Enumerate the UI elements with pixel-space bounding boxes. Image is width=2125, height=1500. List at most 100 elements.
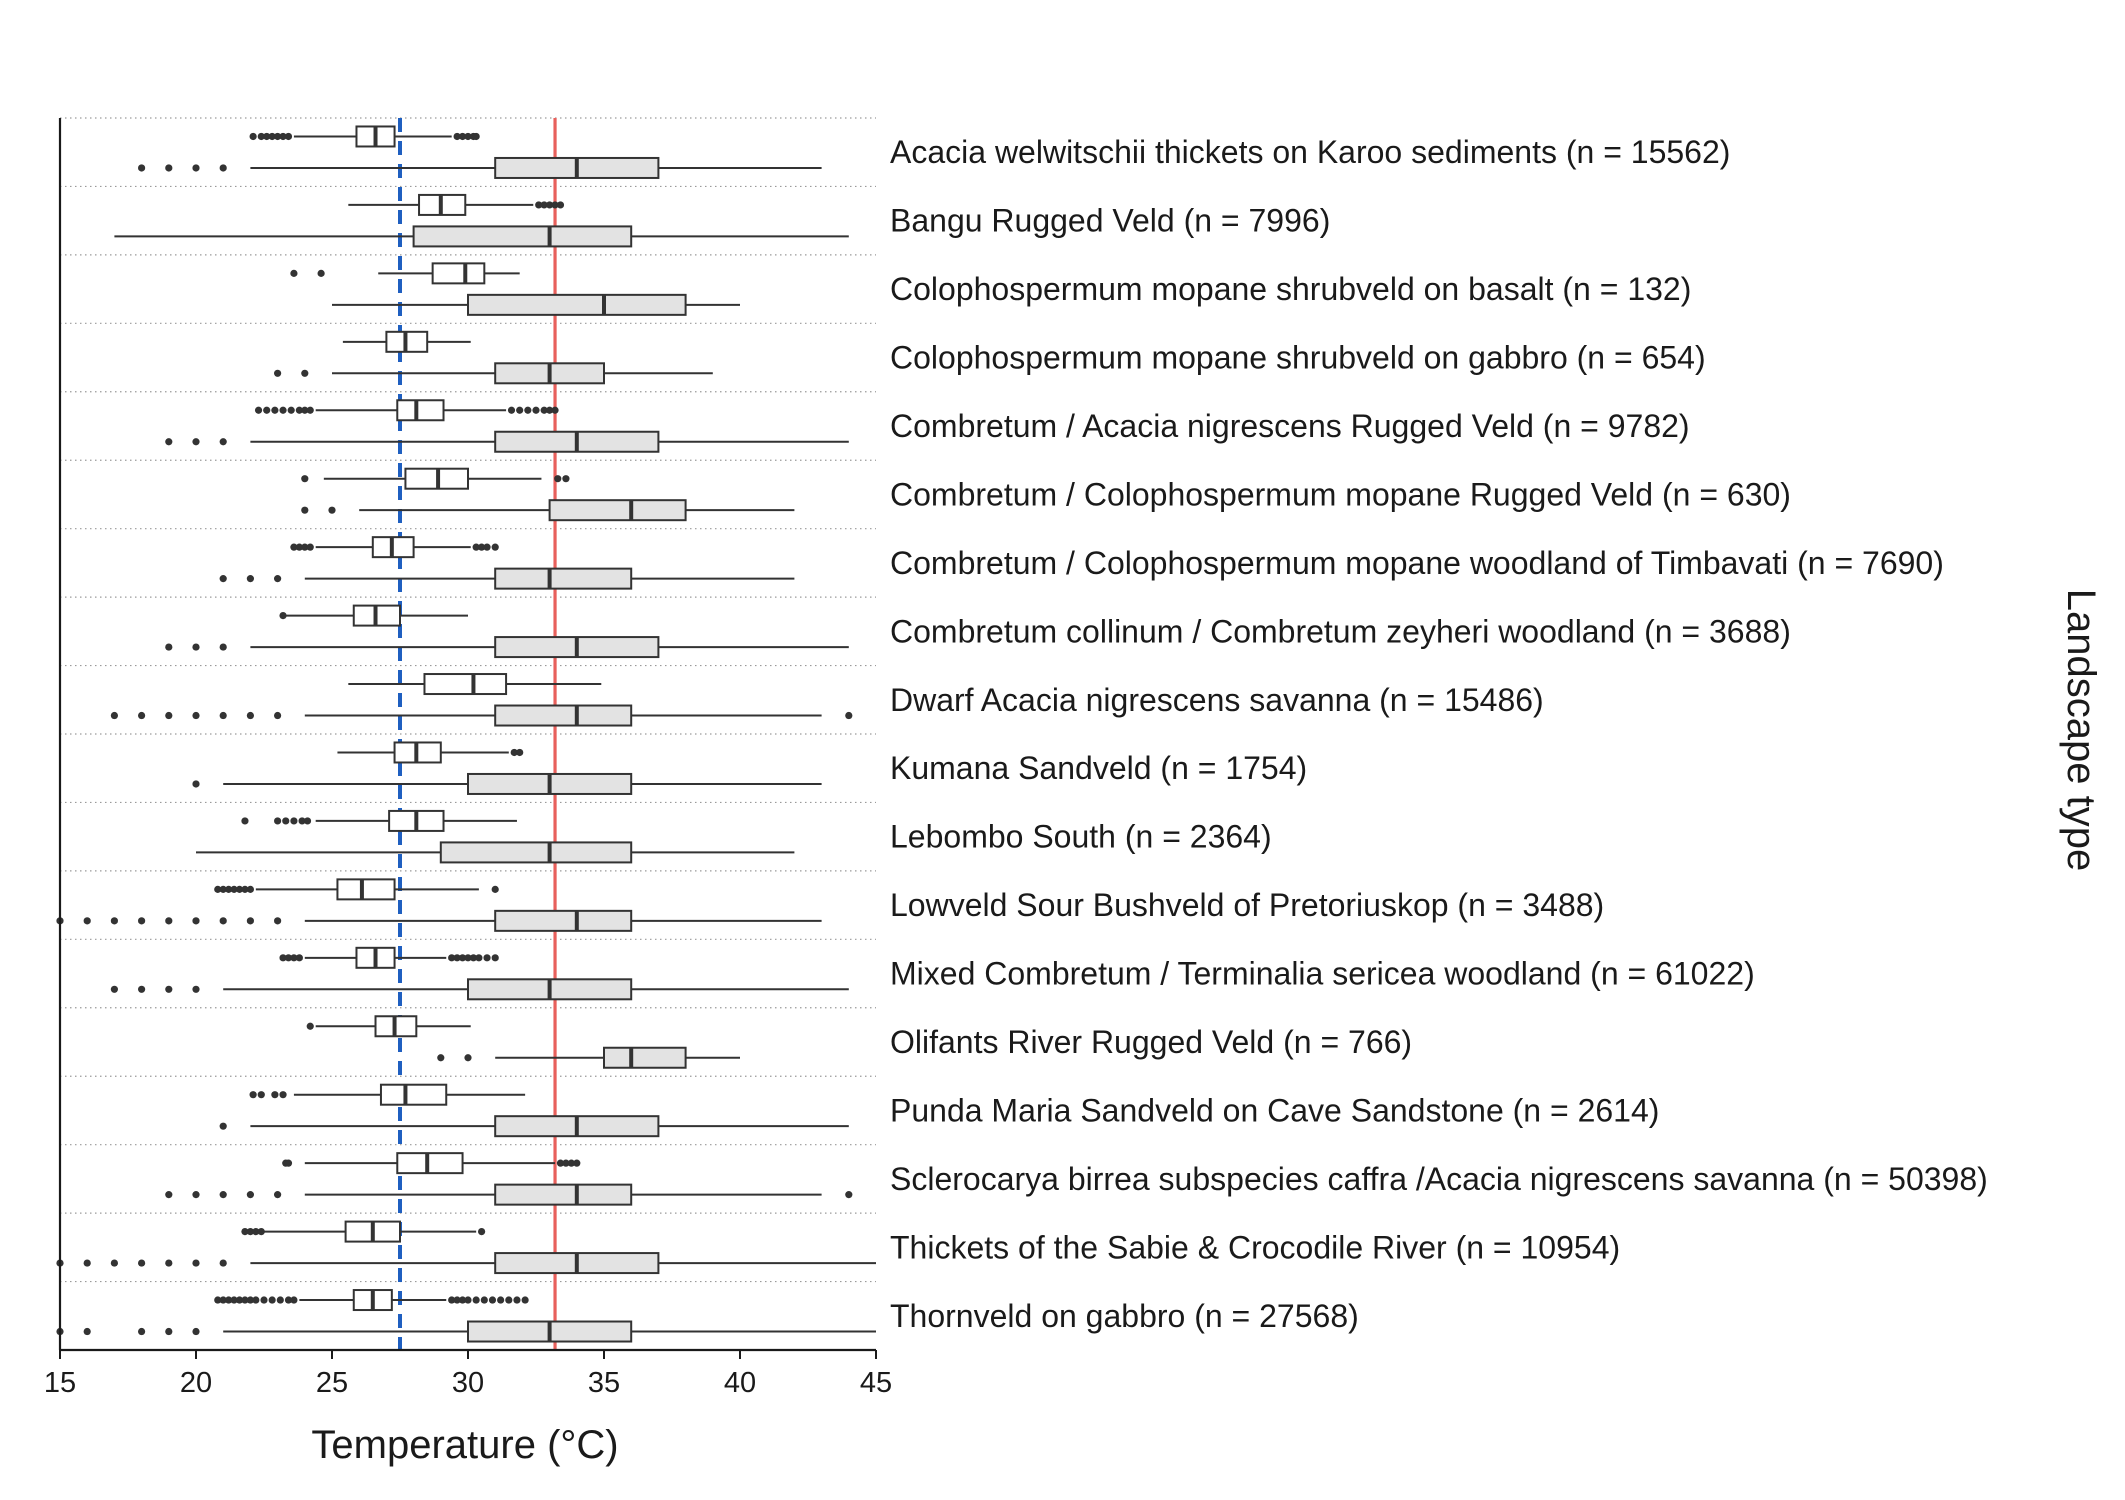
outlier-point	[214, 885, 222, 893]
outlier-point	[453, 954, 461, 962]
outlier-point	[230, 1296, 238, 1304]
box-group	[165, 399, 849, 453]
outlier-point	[110, 1259, 118, 1267]
outlier-point	[516, 748, 524, 757]
row-label: Colophospermum mopane shrubveld on gabbr…	[890, 340, 1706, 376]
outlier-point	[573, 1159, 581, 1167]
outlier-point	[448, 1296, 456, 1304]
outlier-point	[488, 1296, 497, 1304]
outlier-point	[480, 1296, 488, 1304]
outlier-point	[241, 817, 249, 825]
box-iqr	[494, 1183, 633, 1206]
outlier-point	[263, 406, 271, 414]
box-iqr	[412, 225, 633, 248]
box-group	[56, 878, 822, 932]
box-iqr	[439, 841, 633, 864]
box-group	[165, 604, 849, 659]
row-separators	[60, 117, 876, 1283]
outlier-point	[219, 438, 227, 446]
outlier-point	[453, 132, 461, 141]
outlier-point	[510, 748, 518, 757]
row-label: Punda Maria Sandveld on Cave Sandstone (…	[890, 1092, 1659, 1128]
outlier-point	[165, 711, 173, 720]
box-group	[56, 1289, 876, 1343]
outlier-point	[138, 1259, 146, 1267]
outlier-point	[241, 1227, 249, 1236]
outlier-point	[138, 917, 146, 925]
outlier-point	[475, 954, 483, 962]
outlier-point	[219, 643, 227, 651]
outlier-point	[290, 1296, 298, 1304]
outlier-point	[252, 1227, 260, 1236]
outlier-point	[219, 885, 227, 893]
box-group	[290, 262, 740, 316]
outlier-point	[165, 643, 173, 651]
outlier-point	[219, 917, 227, 925]
outlier-point	[284, 954, 293, 962]
box-group	[306, 1015, 740, 1069]
y-axis-title: Landscape type	[2059, 589, 2103, 871]
outlier-point	[110, 711, 118, 720]
outlier-point	[219, 711, 227, 720]
outlier-point	[532, 406, 540, 414]
outlier-point	[284, 1296, 293, 1304]
outlier-point	[192, 1191, 200, 1199]
outlier-point	[437, 1054, 445, 1062]
x-tick-label: 20	[180, 1367, 212, 1399]
outlier-point	[513, 1296, 521, 1304]
reference-lines	[398, 118, 557, 1350]
outlier-point	[219, 1296, 227, 1304]
box-iqr	[467, 293, 687, 316]
outlier-point	[252, 1296, 260, 1304]
outlier-point	[279, 1091, 287, 1099]
row-label: Kumana Sandveld (n = 1754)	[890, 750, 1307, 786]
x-axis: 15 20 25 30 35 40 45	[44, 118, 892, 1399]
outlier-point	[556, 1159, 565, 1167]
outlier-point	[138, 1327, 146, 1336]
outlier-point	[491, 954, 499, 962]
outlier-point	[448, 954, 456, 962]
outlier-point	[138, 711, 146, 720]
outlier-point	[246, 711, 254, 720]
outlier-point	[284, 1159, 293, 1167]
outlier-point	[472, 1296, 480, 1304]
x-axis-title: Temperature (°C)	[311, 1423, 618, 1467]
outlier-point	[290, 954, 298, 962]
row-label: Combretum / Colophospermum mopane Rugged…	[890, 476, 1791, 512]
outlier-point	[301, 506, 309, 514]
outlier-point	[235, 885, 244, 893]
outlier-point	[138, 985, 146, 993]
outlier-point	[257, 1227, 265, 1236]
outlier-point	[165, 438, 173, 446]
row-label: Acacia welwitschii thickets on Karoo sed…	[890, 134, 1730, 170]
box-group	[138, 125, 822, 179]
outlier-point	[249, 132, 257, 141]
outlier-point	[458, 1296, 467, 1304]
row-label: Sclerocarya birrea subspecies caffra /Ac…	[890, 1161, 1988, 1197]
box-iqr	[379, 1083, 448, 1106]
outlier-point	[230, 885, 238, 893]
outlier-point	[279, 954, 287, 962]
outlier-point	[546, 406, 554, 414]
row-label: Combretum collinum / Combretum zeyheri w…	[890, 613, 1791, 649]
row-label: Lebombo South (n = 2364)	[890, 819, 1272, 855]
row-label: Combretum / Acacia nigrescens Rugged Vel…	[890, 408, 1690, 444]
outlier-point	[260, 1296, 268, 1304]
outlier-point	[110, 985, 118, 993]
box-group	[219, 1083, 849, 1138]
boxes	[56, 125, 876, 1343]
outlier-point	[551, 201, 559, 209]
outlier-point	[165, 985, 173, 993]
outlier-point	[246, 1227, 254, 1236]
outlier-point	[301, 543, 309, 551]
outlier-point	[535, 201, 543, 209]
box-group	[196, 809, 795, 864]
outlier-point	[165, 917, 173, 925]
box-group	[274, 330, 713, 385]
outlier-point	[257, 1091, 265, 1099]
outlier-point	[192, 1259, 200, 1267]
outlier-point	[295, 543, 303, 551]
outlier-point	[562, 475, 570, 483]
outlier-point	[505, 1296, 513, 1304]
outlier-point	[192, 164, 200, 172]
